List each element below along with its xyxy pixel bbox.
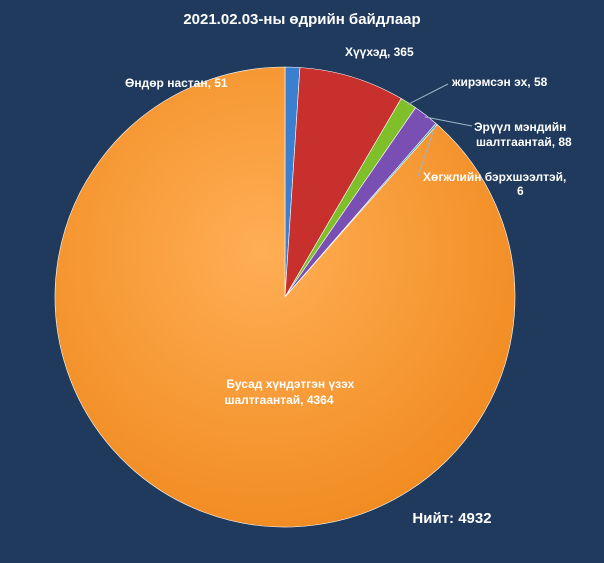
slice-label-health: Эрүүл мэндийн шалтгаантай, 88	[474, 120, 572, 149]
slice-label-disabled-line2: 6	[517, 184, 524, 198]
slice-label-disabled: Хөгжлийн бэрхшээлтэй, 6	[423, 170, 570, 198]
slice-label-other: Бусад хүндэтгэн үзэх шалтгаантай, 4364	[224, 377, 357, 407]
slice-children	[284, 67, 402, 298]
slice-label-elderly: Өндөр настан, 51	[125, 76, 228, 90]
leader-line	[424, 116, 473, 127]
leader-line	[407, 83, 449, 106]
slice-label-children: Хүүхэд, 365	[345, 45, 414, 59]
leader-line	[417, 125, 436, 177]
slice-label-other-line2: шалтгаантай, 4364	[224, 393, 333, 407]
slice-label-other-line1: Бусад хүндэтгэн үзэх	[226, 377, 354, 391]
slice-label-disabled-line1: Хөгжлийн бэрхшээлтэй,	[423, 170, 566, 184]
slice-label-pregnant: жирэмсэн эх, 58	[451, 75, 548, 89]
pie-slices	[54, 66, 516, 528]
slice-label-health-line1: Эрүүл мэндийн	[474, 120, 566, 134]
slice-label-health-line2: шалтгаантай, 88	[476, 135, 572, 149]
slice-other	[54, 66, 516, 528]
chart-title: 2021.02.03-ны өдрийн байдлаар	[183, 11, 420, 28]
leader-lines	[407, 83, 473, 177]
total-label: Нийт: 4932	[412, 510, 491, 527]
